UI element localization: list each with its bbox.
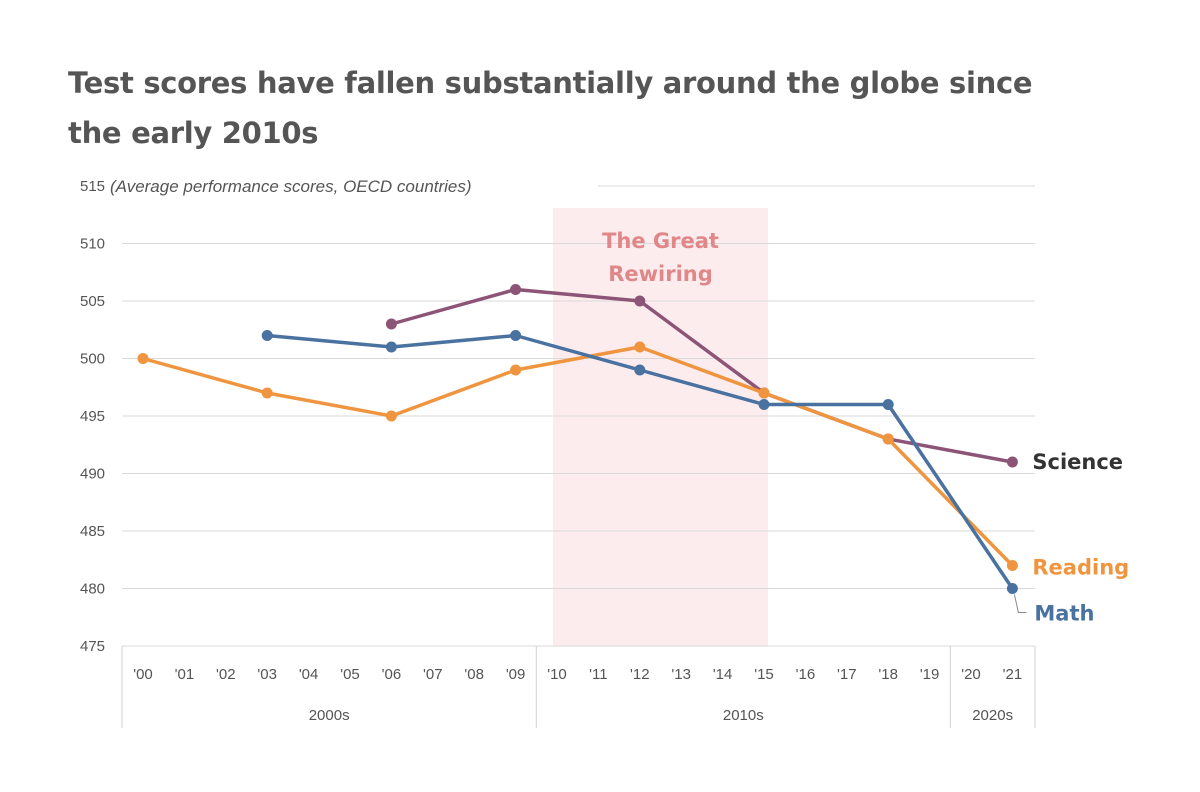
reading-point: [261, 387, 273, 399]
science-point: [634, 295, 646, 307]
y-tick-label: 510: [80, 236, 105, 253]
x-tick-label: '17: [837, 666, 857, 683]
x-tick-label: '11: [589, 666, 607, 683]
reading-point: [882, 433, 894, 445]
x-tick-label: '15: [754, 666, 774, 683]
chart-subtitle: (Average performance scores, OECD countr…: [110, 177, 472, 196]
x-tick-label: '03: [257, 666, 277, 683]
x-tick-label: '20: [961, 666, 981, 683]
reading-point: [634, 341, 646, 353]
x-tick-label: '18: [878, 666, 898, 683]
science-line: [390, 287, 1013, 464]
x-axis: '00 '01 '02 '03 '04 '05 '06 '07 '08 '09 '10 '11 '12 '…: [121, 646, 1036, 728]
chart-title-line-1: Test scores have fallen substantially ar…: [68, 66, 1033, 100]
x-tick-label: '02: [216, 666, 236, 683]
x-tick-label: '13: [671, 666, 691, 683]
reading-line: [142, 345, 1014, 567]
y-tick-label: 500: [80, 351, 105, 368]
x-tick-label: '12: [630, 666, 650, 683]
x-group-label: 2000s: [309, 707, 350, 724]
x-group-label: 2010s: [723, 707, 764, 724]
x-tick-label: '21: [1003, 666, 1023, 683]
x-tick-label: '09: [506, 666, 526, 683]
reading-point: [137, 353, 149, 364]
x-tick-label: '16: [796, 666, 816, 683]
x-tick-label: '14: [713, 666, 733, 683]
math-series: [261, 330, 1018, 594]
math-point: [261, 330, 273, 341]
math-point: [1006, 583, 1018, 594]
x-tick-label: '00: [133, 666, 153, 683]
y-tick-label: 485: [80, 523, 105, 540]
reading-point: [758, 387, 770, 399]
band-label: Rewiring: [608, 262, 713, 286]
y-tick-label: 480: [80, 581, 105, 598]
y-tick-label: 505: [80, 293, 105, 310]
math-point: [510, 330, 522, 341]
series-label-math: Math: [1034, 602, 1094, 626]
y-tick-label: 490: [80, 466, 105, 483]
reading-point: [1006, 560, 1018, 571]
series-label-reading: Reading: [1032, 556, 1129, 580]
reading-series: [137, 341, 1018, 571]
y-tick-label: 475: [80, 638, 105, 655]
science-point: [1006, 456, 1018, 468]
math-point: [634, 364, 646, 376]
reading-point: [385, 410, 397, 422]
y-tick-label: 515: [80, 178, 105, 195]
band-label: The Great: [602, 229, 719, 253]
chart-title-line-2: the early 2010s: [68, 116, 319, 150]
math-point: [385, 341, 397, 353]
math-point: [882, 399, 894, 410]
math-point: [758, 399, 770, 410]
y-tick-label: 495: [80, 408, 105, 425]
reading-point: [510, 364, 522, 376]
highlight-band: [553, 208, 768, 646]
x-group-label: 2020s: [972, 707, 1013, 724]
x-tick-label: '01: [175, 666, 195, 683]
x-tick-label: '08: [464, 666, 484, 683]
x-tick-label: '04: [299, 666, 319, 683]
math-label-leader: [1013, 594, 1027, 613]
x-tick-label: '07: [423, 666, 443, 683]
x-tick-label: '10: [547, 666, 567, 683]
x-tick-label: '06: [382, 666, 402, 683]
x-tick-label: '05: [340, 666, 360, 683]
science-point: [385, 318, 397, 330]
science-point: [510, 284, 522, 295]
series-label-science: Science: [1032, 450, 1123, 474]
x-tick-label: '19: [920, 666, 940, 683]
chart-title: Test scores have fallen substantially ar…: [68, 58, 1068, 158]
